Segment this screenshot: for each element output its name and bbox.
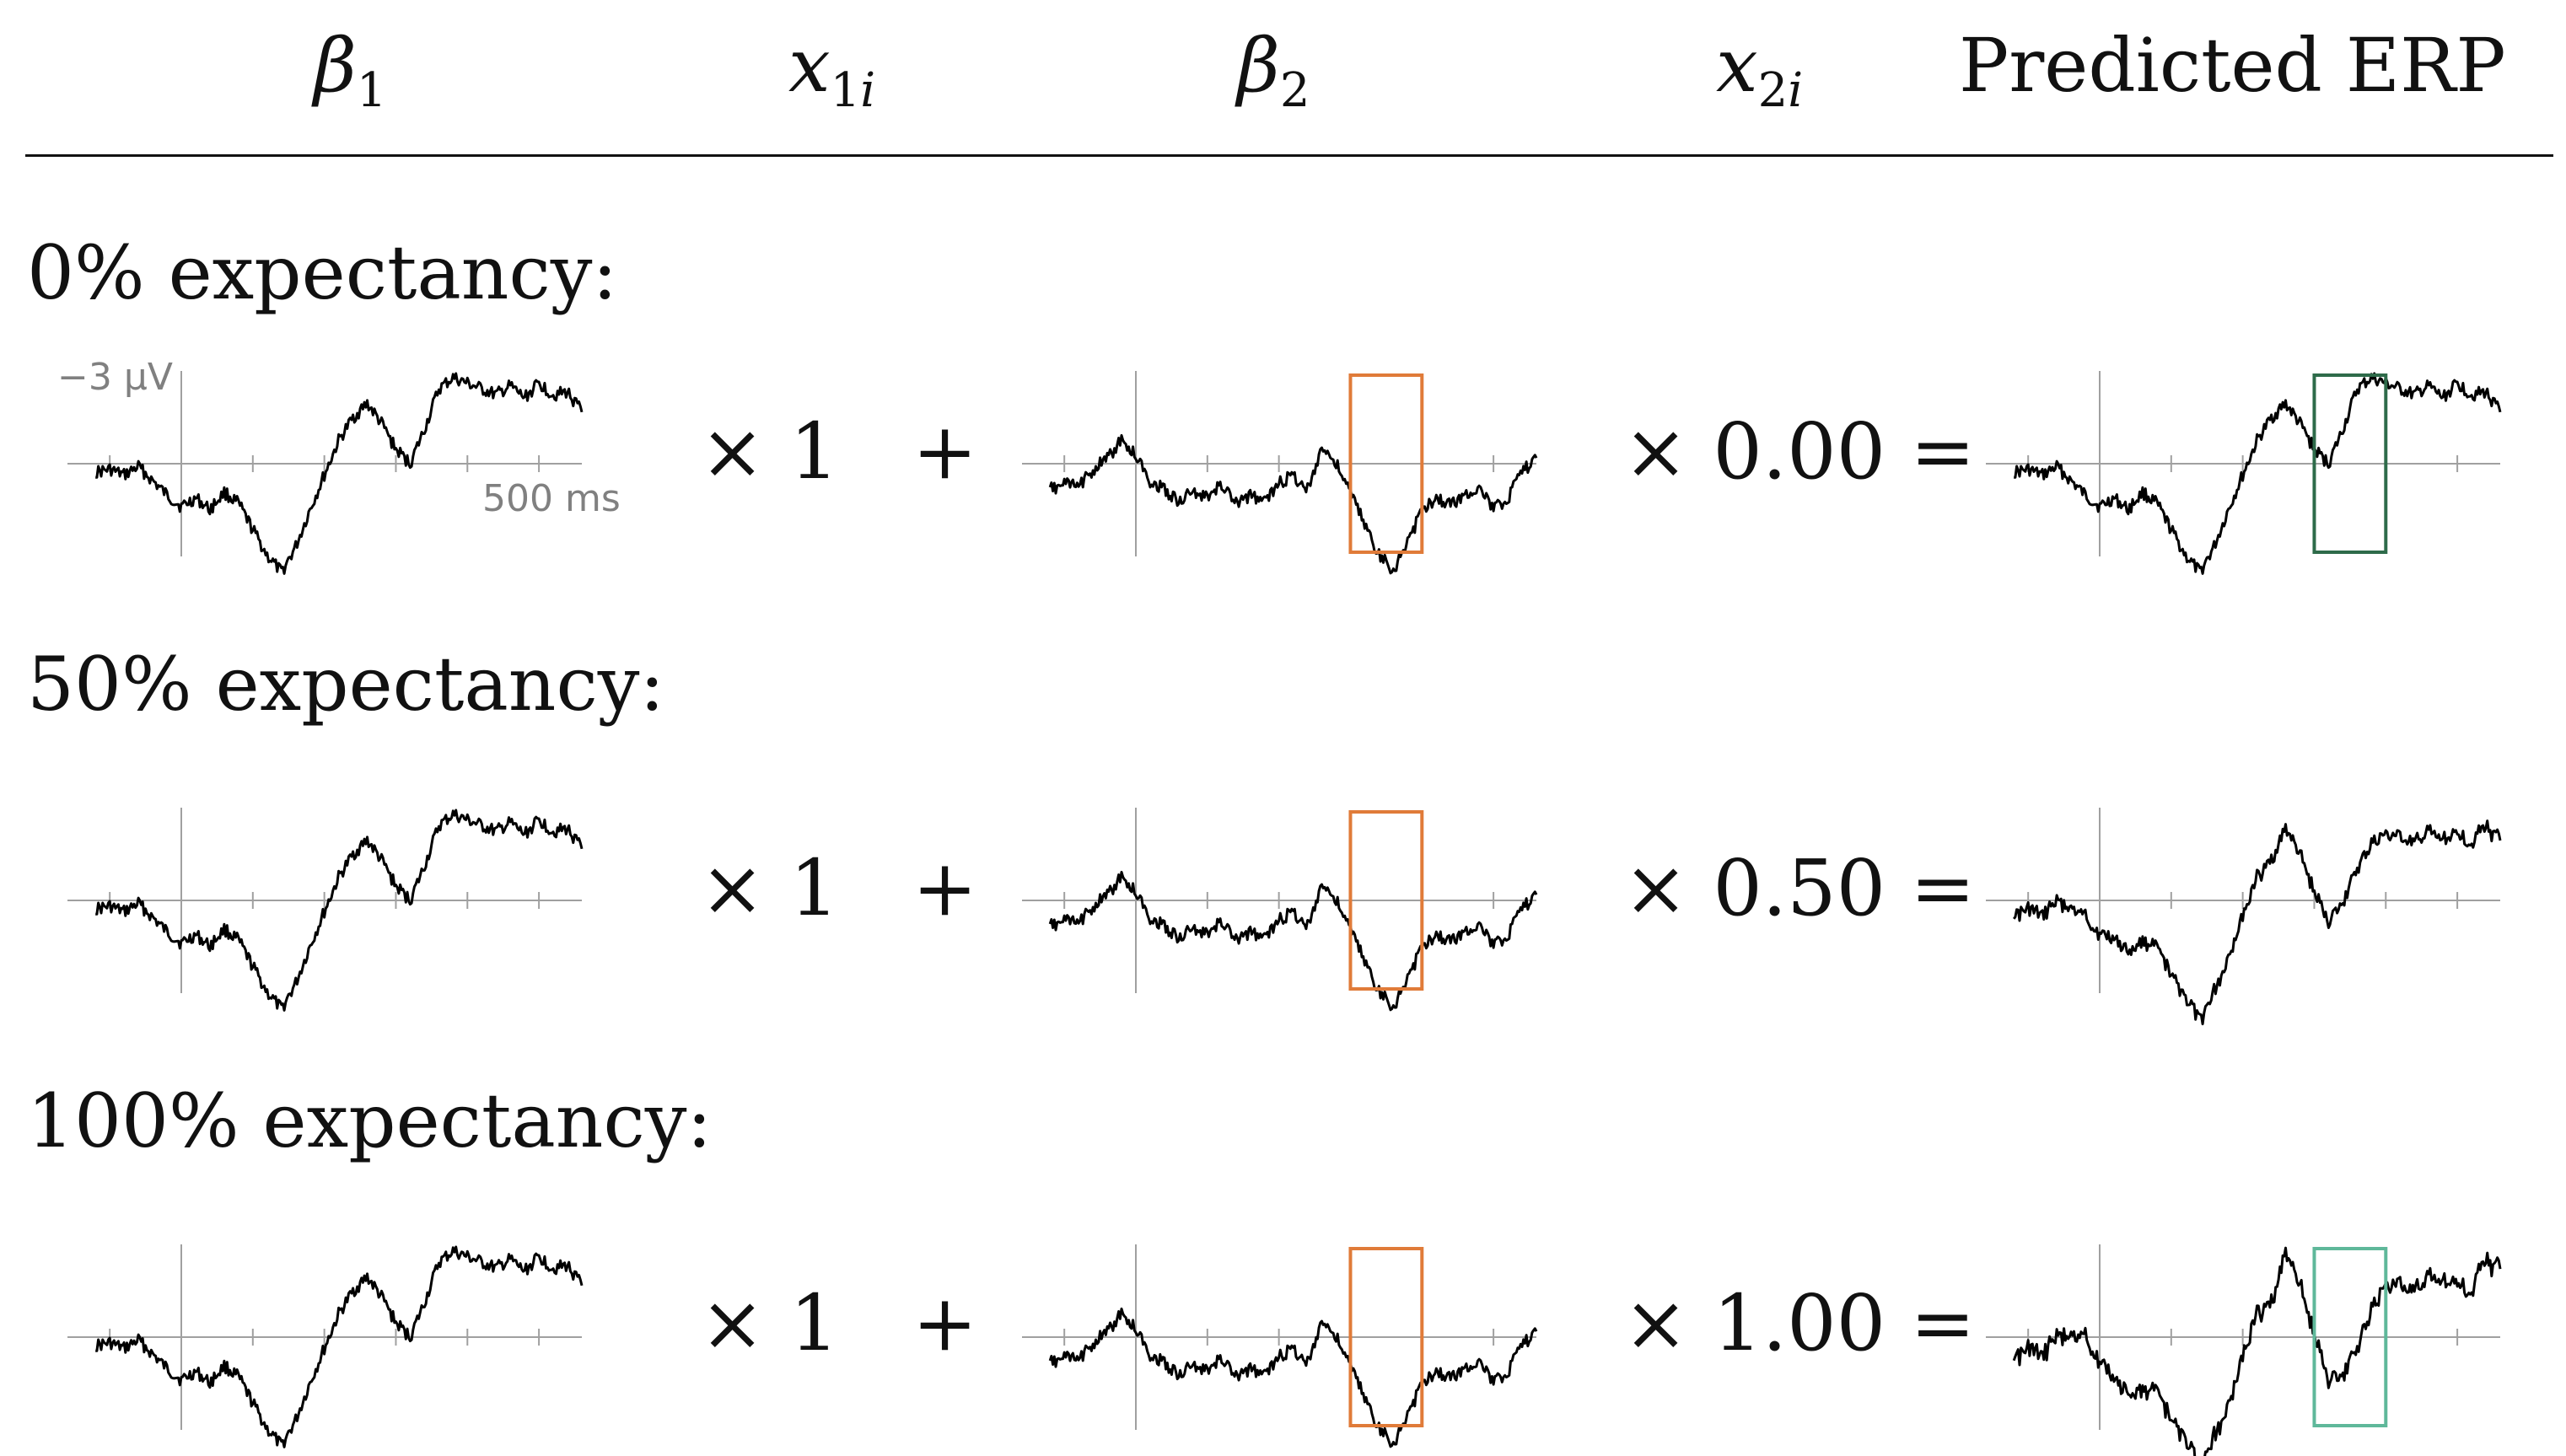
row2-x1-factor: × 1 — [700, 1278, 839, 1368]
predicted-window-box — [2312, 373, 2388, 554]
header-beta1-sub: 1 — [356, 63, 387, 118]
header-x2i-sub-num: 2 — [1757, 63, 1789, 118]
header-x1i-symbol: x — [788, 22, 831, 109]
beta1-trace — [95, 809, 584, 1012]
beta1-trace — [95, 1245, 584, 1448]
header-beta1-symbol: β — [314, 22, 357, 109]
header-beta2: β2 — [1237, 15, 1310, 118]
header-beta2-sub: 2 — [1279, 63, 1310, 118]
beta2-trace — [1048, 870, 1538, 1012]
header-x1i-sub-i: i — [860, 63, 876, 118]
header-x2i-sub: 2i — [1758, 63, 1804, 118]
header-x1i-sub: 1i — [831, 63, 876, 118]
header-predicted-erp: Predicted ERP — [1959, 22, 2506, 109]
predicted-erp-trace — [2014, 372, 2502, 575]
row0-x1-factor: × 1 — [700, 406, 839, 497]
row-label-0: 0% expectancy: — [27, 229, 618, 316]
row0-plus: + — [912, 406, 978, 497]
row-label-100: 100% expectancy: — [27, 1077, 713, 1164]
header-x2i: x2i — [1716, 15, 1804, 118]
plot-beta2-row0 — [1022, 371, 1538, 575]
row2-x2-factor: × 1.00 = — [1623, 1278, 1976, 1368]
predicted-erp-trace — [2012, 819, 2502, 1026]
header-x1i: x1i — [788, 15, 876, 118]
plot-beta1-row0 — [67, 371, 584, 575]
plot-beta1-row1 — [67, 808, 584, 1012]
row0-x2-factor: × 0.00 = — [1623, 406, 1976, 497]
plot-predicted-row0 — [1986, 371, 2502, 575]
header-divider — [25, 154, 2553, 157]
header-x2i-symbol: x — [1716, 22, 1758, 109]
row1-x1-factor: × 1 — [700, 843, 839, 933]
beta2-window-box — [1348, 1247, 1424, 1427]
beta2-trace — [1048, 1307, 1538, 1448]
predicted-window-box — [2312, 1247, 2388, 1427]
beta2-window-box — [1348, 373, 1424, 554]
plot-predicted-row2 — [1986, 1244, 2502, 1456]
time-scale-label: 500 ms — [482, 477, 621, 520]
row1-x2-factor: × 0.50 = — [1623, 843, 1976, 933]
header-beta2-symbol: β — [1237, 22, 1280, 109]
plot-beta1-row2 — [67, 1244, 584, 1448]
plot-predicted-row1 — [1986, 808, 2502, 1026]
beta2-window-box — [1348, 810, 1424, 991]
row1-plus: + — [912, 843, 978, 933]
header-beta1: β1 — [314, 15, 387, 118]
header-x2i-sub-i: i — [1788, 63, 1804, 118]
plot-beta2-row1 — [1022, 808, 1538, 1012]
row2-plus: + — [912, 1278, 978, 1368]
beta2-trace — [1048, 433, 1538, 575]
row-label-50: 50% expectancy: — [27, 641, 665, 728]
plot-beta2-row2 — [1022, 1244, 1538, 1448]
beta1-trace — [95, 372, 584, 575]
predicted-erp-trace — [2012, 1246, 2502, 1456]
header-x1i-sub-num: 1 — [830, 63, 861, 118]
amplitude-scale-label: −3 µV — [57, 356, 173, 399]
